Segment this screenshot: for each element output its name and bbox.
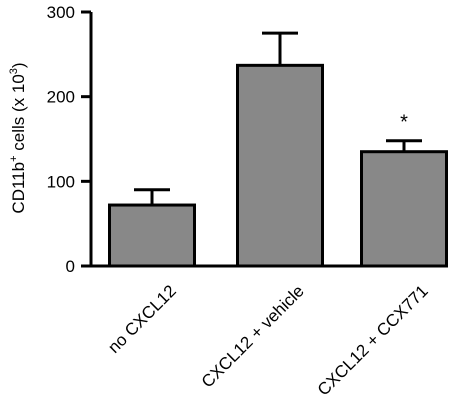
bar <box>360 150 448 268</box>
bar <box>108 203 196 268</box>
x-tick-label: CXCL12 + vehicle <box>198 281 308 391</box>
y-tick-label: 100 <box>47 172 75 191</box>
y-axis-label-part: cells (x 10 <box>9 74 28 155</box>
y-tick-label: 300 <box>47 3 75 22</box>
plot-area: no CXCL12 CXCL12 + vehicle * CXCL12 + CCX77… <box>47 3 448 399</box>
y-tick-label: 200 <box>47 88 75 107</box>
y-axis-label-superscript: 3 <box>8 68 20 74</box>
y-tick-label: 0 <box>66 257 75 276</box>
x-tick-label: no CXCL12 <box>104 281 180 357</box>
y-axis-label-part: CD11b <box>9 162 28 214</box>
bar <box>236 63 324 268</box>
significance-marker: * <box>400 112 408 134</box>
x-tick-label: CXCL12 + CCX771 <box>314 281 432 399</box>
y-axis-label-part: ) <box>9 62 28 68</box>
y-axis-label: CD11b+ cells (x 103) <box>8 62 28 213</box>
y-axis-label-superscript: + <box>8 155 20 161</box>
